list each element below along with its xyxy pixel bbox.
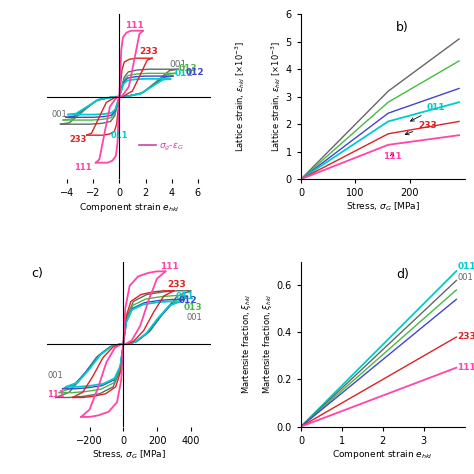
Text: 001: 001 (457, 273, 473, 283)
Text: 111: 111 (73, 163, 91, 172)
Text: 233: 233 (139, 47, 158, 56)
Text: 111: 111 (47, 391, 65, 400)
X-axis label: Component strain $e_{hkl}$: Component strain $e_{hkl}$ (332, 448, 433, 461)
Text: Lattice strain, $\varepsilon_{hkl}$ [$\times10^{-3}$]: Lattice strain, $\varepsilon_{hkl}$ [$\t… (234, 41, 247, 152)
Text: 001: 001 (187, 313, 202, 322)
Text: 233: 233 (167, 280, 186, 289)
X-axis label: Stress, $\sigma_G$ [MPa]: Stress, $\sigma_G$ [MPa] (92, 448, 166, 461)
Y-axis label: Lattice strain, $\varepsilon_{hkl}$ [$\times10^{-3}$]: Lattice strain, $\varepsilon_{hkl}$ [$\t… (269, 41, 283, 152)
Text: Martensite fraction, $\xi_{hkl}$: Martensite fraction, $\xi_{hkl}$ (240, 294, 254, 394)
Text: 011: 011 (457, 262, 474, 271)
Text: 111: 111 (125, 21, 143, 30)
Text: 011: 011 (110, 131, 128, 140)
Text: 233: 233 (70, 135, 87, 144)
Text: 111: 111 (457, 363, 474, 372)
Text: 011: 011 (410, 103, 445, 121)
Text: d): d) (396, 268, 409, 281)
Text: $\sigma_g$-$\varepsilon_G$: $\sigma_g$-$\varepsilon_G$ (159, 142, 183, 154)
Text: 013: 013 (178, 64, 197, 73)
Text: 111: 111 (383, 152, 401, 161)
Y-axis label: Martensite fraction, $\xi_{hkl}$: Martensite fraction, $\xi_{hkl}$ (261, 294, 274, 394)
Text: 233: 233 (405, 121, 437, 135)
Text: 011: 011 (175, 292, 194, 301)
Text: 233: 233 (457, 332, 474, 341)
Text: 011: 011 (174, 69, 193, 78)
X-axis label: Stress, $\sigma_G$ [MPa]: Stress, $\sigma_G$ [MPa] (346, 201, 420, 213)
Text: 001: 001 (47, 371, 63, 380)
Text: 001: 001 (169, 60, 186, 69)
Text: c): c) (31, 266, 43, 280)
Text: 001: 001 (51, 110, 67, 119)
Text: 013: 013 (183, 303, 202, 312)
Text: b): b) (396, 21, 409, 34)
Text: 111: 111 (160, 263, 179, 272)
Text: 012: 012 (186, 68, 205, 77)
X-axis label: Component strain $e_{hkl}$: Component strain $e_{hkl}$ (79, 201, 180, 214)
Text: 012: 012 (179, 296, 198, 305)
